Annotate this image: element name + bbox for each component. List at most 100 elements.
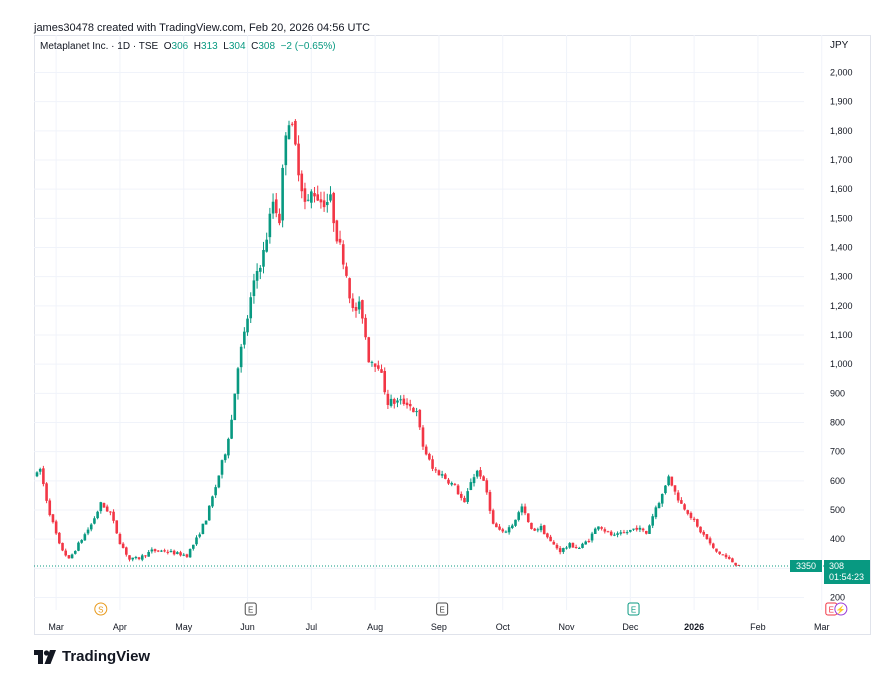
candle-body	[399, 399, 402, 401]
candle-body	[459, 493, 463, 498]
y-tick-label: 2,000	[830, 68, 853, 78]
candle-body	[214, 487, 217, 496]
candle-body	[377, 365, 380, 369]
candle-body	[140, 555, 144, 560]
legend-change: −2 (−0.65%)	[280, 41, 336, 52]
candle-body	[243, 331, 246, 345]
candle-body	[137, 557, 141, 560]
candle-body	[597, 526, 600, 530]
event-marker-label: ⚡	[836, 605, 846, 615]
y-tick-label: 1,800	[830, 126, 853, 136]
candle-body	[134, 557, 138, 559]
candle-body	[657, 503, 661, 509]
candle-body	[431, 459, 434, 469]
candle-body	[306, 199, 310, 201]
candle-body	[147, 551, 150, 557]
event-marker	[436, 602, 449, 616]
candle-body	[332, 192, 335, 224]
candle-body	[578, 547, 581, 549]
legend-low: 304	[228, 41, 246, 52]
x-tick-label: Dec	[622, 622, 639, 632]
candle-body	[498, 526, 501, 530]
candle-body	[156, 550, 160, 552]
x-tick-label: Jun	[240, 622, 255, 632]
legend-symbol: Metaplanet Inc. · 1D · TSE	[40, 41, 159, 52]
candle-body	[262, 249, 265, 267]
y-tick-label: 1,700	[830, 155, 853, 165]
candle-body	[64, 550, 68, 556]
legend-open-label: O	[163, 41, 172, 52]
candle-body	[702, 531, 706, 535]
candle-body	[325, 202, 329, 206]
candle-body	[638, 527, 642, 530]
candle-body	[625, 532, 629, 534]
candle-body	[265, 239, 268, 252]
candle-body	[160, 550, 163, 552]
legend-open: 306	[171, 41, 189, 52]
candle-body	[574, 546, 578, 548]
candle-body	[692, 518, 696, 520]
candle-body	[316, 194, 320, 201]
y-tick-label: 900	[830, 388, 845, 398]
candle-body	[632, 528, 635, 530]
y-tick-label: 1,600	[830, 184, 853, 194]
candle-body	[654, 507, 658, 518]
candle-body	[99, 502, 103, 512]
candle-body	[45, 483, 48, 501]
tradingview-logo[interactable]: TradingView	[34, 648, 150, 665]
candle-body	[313, 193, 316, 197]
candle-body	[667, 476, 670, 486]
candle-body	[274, 199, 278, 214]
candle-body	[660, 494, 664, 504]
event-marker-label: E	[631, 606, 636, 615]
x-tick-label: Sep	[431, 622, 447, 632]
candle-body	[731, 558, 734, 563]
volume-tag-text: 3350	[796, 561, 816, 571]
event-marker	[627, 602, 640, 616]
candle-body	[434, 469, 438, 471]
candle-body	[501, 529, 505, 532]
candle-body	[271, 201, 275, 214]
candle-body	[176, 552, 179, 554]
candle-body	[281, 167, 284, 221]
candle-body	[58, 532, 61, 544]
candle-body	[150, 549, 154, 552]
candle-body	[373, 363, 377, 367]
event-marker	[94, 602, 108, 616]
candle-body	[383, 370, 387, 393]
candle-body	[421, 427, 425, 447]
candle-body	[408, 403, 412, 407]
x-tick-label: Oct	[496, 622, 511, 632]
x-tick-label: Apr	[113, 622, 127, 632]
candle-body	[603, 529, 607, 532]
price-chart[interactable]: 200 400 500 600 700 800 900 1,000 1,100 1,200 1,30…	[34, 35, 871, 635]
candle-body	[51, 514, 55, 523]
candle-body	[584, 541, 587, 545]
candle-body	[73, 551, 77, 554]
legend-close-label: C	[251, 41, 259, 52]
candle-body	[386, 393, 390, 405]
candle-body	[651, 516, 654, 526]
candle-body	[357, 301, 361, 310]
y-tick-label: 800	[830, 418, 845, 428]
candle-body	[322, 200, 326, 208]
candle-body	[571, 542, 575, 548]
candle-body	[188, 549, 192, 558]
candle-body	[239, 346, 243, 368]
candle-body	[89, 524, 93, 530]
event-marker-label: E	[248, 606, 253, 615]
candle-body	[236, 368, 240, 394]
candle-body	[444, 474, 447, 479]
x-tick-label: Nov	[559, 622, 576, 632]
tradingview-logo-text: TradingView	[62, 648, 151, 665]
candle-body	[475, 470, 479, 477]
candle-body	[479, 470, 482, 477]
candle-body	[447, 479, 450, 484]
candle-body	[96, 511, 99, 519]
candle-body	[182, 554, 186, 556]
last-price-tag: 3350 308 01:54:23	[790, 560, 870, 584]
y-tick-label: 1,300	[830, 272, 853, 282]
candle-body	[396, 400, 399, 403]
candle-body	[609, 531, 613, 536]
candle-body	[539, 526, 543, 531]
